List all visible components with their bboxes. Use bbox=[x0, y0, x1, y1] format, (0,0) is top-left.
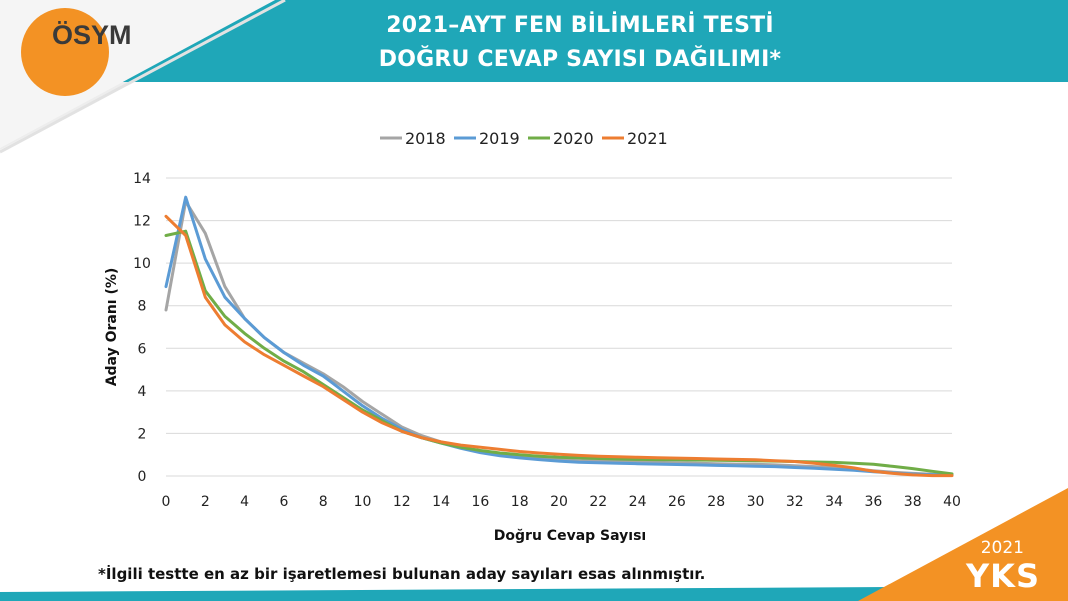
x-tick-label: 38 bbox=[904, 494, 922, 510]
x-tick-label: 12 bbox=[393, 494, 411, 510]
x-tick-label: 14 bbox=[432, 494, 450, 510]
y-tick-labels: 0 2 4 6 8 10 12 14 bbox=[133, 171, 151, 485]
footer-band bbox=[0, 586, 1068, 601]
logo-text: ÖSYM bbox=[52, 20, 132, 50]
x-tick-label: 16 bbox=[471, 494, 489, 510]
header-band bbox=[0, 0, 1068, 82]
y-tick-label: 4 bbox=[138, 384, 147, 400]
x-tick-label: 34 bbox=[825, 494, 843, 510]
series-lines bbox=[164, 195, 954, 478]
legend: 2018 2019 2020 2021 bbox=[380, 129, 668, 148]
x-tick-label: 26 bbox=[668, 494, 686, 510]
y-tick-label: 6 bbox=[138, 341, 147, 357]
logo-circle bbox=[21, 8, 109, 96]
series-line-2020 bbox=[164, 229, 954, 476]
y-tick-label: 12 bbox=[133, 214, 151, 230]
series-line-2019 bbox=[164, 195, 954, 477]
legend-label-2021: 2021 bbox=[627, 129, 668, 148]
x-tick-label: 18 bbox=[511, 494, 529, 510]
x-tick-label: 30 bbox=[747, 494, 765, 510]
x-tick-label: 8 bbox=[319, 494, 328, 510]
legend-label-2019: 2019 bbox=[479, 129, 520, 148]
footnote: *İlgili testte en az bir işaretlemesi bu… bbox=[98, 565, 706, 583]
corner-year: 2021 bbox=[980, 538, 1024, 558]
series-line-2021 bbox=[164, 214, 954, 478]
x-tick-label: 0 bbox=[162, 494, 171, 510]
x-tick-label: 24 bbox=[629, 494, 647, 510]
x-axis-label: Doğru Cevap Sayısı bbox=[494, 528, 646, 544]
x-tick-label: 32 bbox=[786, 494, 804, 510]
y-tick-label: 0 bbox=[138, 469, 147, 485]
y-axis-label: Aday Oranı (%) bbox=[104, 268, 120, 387]
x-tick-label: 40 bbox=[943, 494, 961, 510]
corner-triangle bbox=[858, 488, 1068, 601]
header-stripe bbox=[0, 0, 286, 154]
legend-label-2018: 2018 bbox=[405, 129, 446, 148]
x-tick-label: 2 bbox=[201, 494, 210, 510]
legend-label-2020: 2020 bbox=[553, 129, 594, 148]
chart-grid bbox=[166, 177, 952, 477]
x-tick-label: 6 bbox=[279, 494, 288, 510]
x-tick-label: 10 bbox=[354, 494, 372, 510]
corner-brand: YKS bbox=[965, 557, 1040, 595]
y-tick-label: 8 bbox=[138, 299, 147, 315]
x-tick-label: 28 bbox=[707, 494, 725, 510]
x-tick-labels: 0 2 4 6 8 10 12 14 16 18 20 22 24 26 28 30 32 34 36 38 40 bbox=[162, 494, 961, 510]
y-tick-label: 14 bbox=[133, 171, 151, 187]
x-tick-label: 22 bbox=[589, 494, 607, 510]
x-tick-label: 4 bbox=[240, 494, 249, 510]
y-tick-label: 10 bbox=[133, 256, 151, 272]
page-title-line1: 2021–AYT FEN BİLİMLERİ TESTİ bbox=[386, 13, 774, 38]
y-tick-label: 2 bbox=[138, 426, 147, 442]
x-tick-label: 36 bbox=[864, 494, 882, 510]
x-tick-label: 20 bbox=[550, 494, 568, 510]
page-title-line2: DOĞRU CEVAP SAYISI DAĞILIMI* bbox=[378, 47, 782, 72]
